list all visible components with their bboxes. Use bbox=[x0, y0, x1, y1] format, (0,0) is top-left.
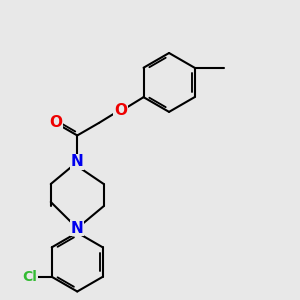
Text: O: O bbox=[49, 116, 62, 130]
Text: Cl: Cl bbox=[22, 270, 37, 284]
Text: N: N bbox=[71, 221, 84, 236]
Text: N: N bbox=[71, 154, 84, 169]
Text: O: O bbox=[114, 103, 127, 118]
